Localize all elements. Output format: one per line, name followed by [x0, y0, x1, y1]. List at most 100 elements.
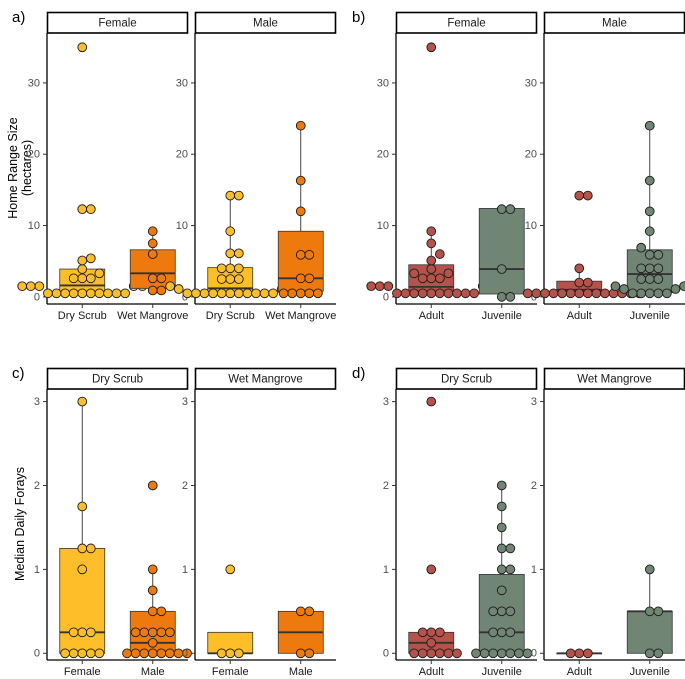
data-point [417, 627, 428, 638]
data-point [17, 281, 28, 292]
y-tick-label: 0 [182, 648, 188, 660]
y-tick-label: 2 [34, 480, 40, 492]
x-tick-label: Female [64, 666, 101, 678]
y-tick-label: 30 [28, 77, 40, 89]
data-point [644, 120, 655, 131]
data-point [679, 281, 685, 292]
data-point [77, 564, 88, 575]
data-point [77, 42, 88, 53]
facet-strip-label: Male [602, 18, 627, 30]
data-point [531, 288, 542, 299]
data-point [68, 627, 79, 638]
facet-strip-label: Male [253, 18, 278, 30]
data-point [514, 648, 524, 659]
data-point [147, 648, 158, 659]
data-point [496, 648, 507, 659]
data-point [417, 273, 428, 284]
data-point [653, 648, 664, 659]
data-point [496, 292, 507, 302]
data-point [392, 288, 402, 299]
y-tick-label: 3 [383, 396, 389, 408]
data-point [156, 648, 167, 659]
data-point [636, 242, 647, 253]
data-point [295, 206, 306, 217]
data-point [582, 277, 593, 288]
data-point [653, 606, 664, 617]
y-tick-label: 1 [34, 564, 40, 576]
x-tick-label: Adult [419, 310, 444, 322]
data-point [156, 606, 167, 617]
data-point [426, 648, 437, 659]
data-point [522, 288, 533, 299]
data-point [147, 285, 158, 296]
data-point [496, 501, 507, 512]
data-point [374, 281, 385, 292]
data-point [85, 288, 96, 299]
data-point [165, 648, 175, 659]
data-point [147, 273, 158, 284]
data-point [644, 648, 655, 659]
data-point [225, 263, 236, 274]
data-point [225, 274, 236, 284]
data-point [574, 648, 585, 659]
facet-strip [46, 367, 189, 390]
data-point [443, 648, 454, 659]
data-point [216, 288, 227, 299]
data-point [400, 288, 411, 299]
data-point [496, 543, 507, 554]
box [626, 610, 673, 654]
data-point [488, 606, 499, 617]
y-tick-label: 20 [28, 149, 40, 161]
data-point [233, 288, 244, 299]
data-point [295, 288, 306, 299]
data-point [295, 648, 306, 659]
data-point [139, 627, 150, 638]
data-point [259, 288, 270, 299]
data-point [225, 190, 236, 201]
data-point [644, 274, 655, 284]
data-point [77, 264, 88, 274]
data-point [644, 288, 655, 299]
x-tick-label: Dry Scrub [58, 310, 107, 322]
data-point [85, 273, 96, 284]
data-point [591, 288, 602, 299]
data-point [409, 268, 419, 279]
data-point [636, 274, 647, 284]
data-point [426, 42, 437, 53]
data-point [496, 204, 507, 215]
data-point [426, 255, 437, 266]
data-point [496, 585, 507, 596]
data-point [225, 564, 236, 575]
data-point [662, 288, 672, 299]
data-point [147, 627, 158, 638]
data-point [505, 292, 516, 302]
data-point [60, 288, 70, 299]
data-point [147, 226, 158, 237]
panel-tag: c) [12, 365, 25, 382]
y-tick-label: 10 [525, 220, 537, 232]
y-tick-label: 0 [383, 291, 389, 303]
data-point [68, 288, 79, 299]
data-point [644, 206, 655, 217]
facet-strip [194, 11, 337, 34]
y-tick-label: 3 [34, 396, 40, 408]
data-point [191, 288, 201, 299]
data-point [636, 263, 647, 274]
data-point [147, 564, 158, 575]
y-tick-label: 0 [34, 648, 40, 660]
data-point [471, 648, 481, 659]
data-point [165, 627, 175, 638]
data-point [120, 288, 131, 299]
y-tick-label: 3 [182, 396, 188, 408]
box [59, 548, 106, 654]
y-tick-label: 20 [377, 149, 389, 161]
data-point [77, 396, 88, 407]
x-tick-label: Male [289, 666, 313, 678]
data-point [565, 648, 576, 659]
data-point [287, 288, 298, 299]
data-point [582, 648, 593, 659]
data-point [216, 263, 227, 274]
y-tick-label: 1 [383, 564, 389, 576]
data-point [278, 288, 289, 299]
data-point [251, 288, 261, 299]
